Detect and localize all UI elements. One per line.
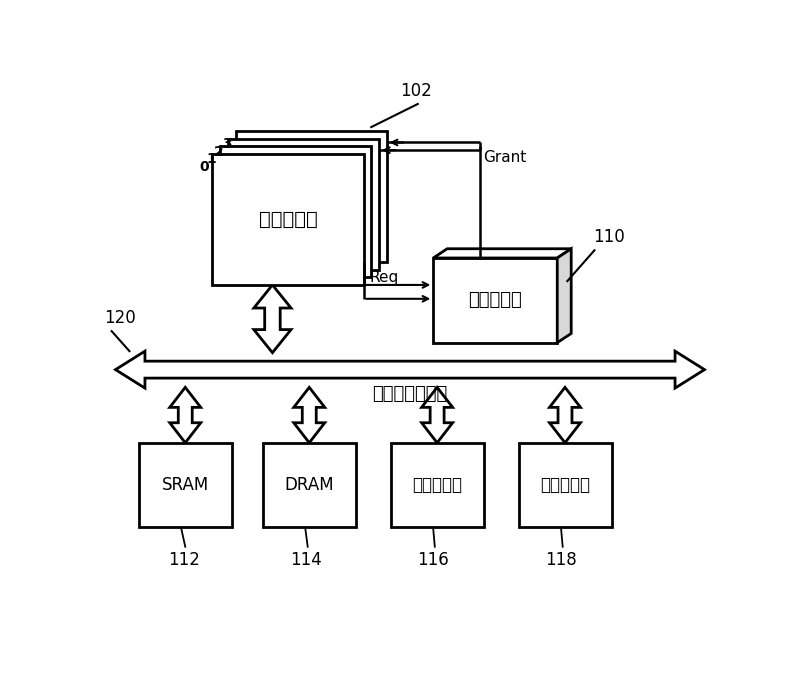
Text: 120: 120 (104, 309, 136, 328)
Polygon shape (170, 388, 201, 443)
Text: 112: 112 (168, 551, 200, 569)
Polygon shape (422, 388, 453, 443)
Text: DRAM: DRAM (285, 476, 334, 494)
Text: Req: Req (370, 270, 399, 284)
Bar (212, 154, 363, 285)
Text: 102: 102 (400, 82, 432, 100)
Text: 0: 0 (199, 160, 209, 174)
Polygon shape (434, 249, 571, 258)
Text: 加解密鉴权: 加解密鉴权 (412, 476, 462, 494)
Text: 全局仲裁器: 全局仲裁器 (468, 291, 522, 309)
Text: 3: 3 (222, 137, 232, 151)
Text: 包处理元件: 包处理元件 (258, 210, 318, 229)
Text: 118: 118 (546, 551, 577, 569)
Bar (518, 443, 611, 528)
Polygon shape (294, 388, 325, 443)
Bar (262, 443, 356, 528)
Bar (236, 131, 386, 262)
Text: 2: 2 (214, 145, 224, 159)
Text: 116: 116 (418, 551, 449, 569)
Text: 110: 110 (593, 228, 625, 247)
Bar (228, 139, 379, 270)
Bar (220, 146, 371, 277)
Bar (138, 443, 232, 528)
Polygon shape (115, 351, 705, 388)
Bar (390, 443, 484, 528)
Text: 1: 1 (206, 152, 216, 166)
Polygon shape (254, 285, 291, 353)
Text: 114: 114 (290, 551, 322, 569)
Text: SRAM: SRAM (162, 476, 209, 494)
Bar (434, 258, 558, 342)
Text: 命令、数据总线: 命令、数据总线 (372, 386, 448, 403)
Text: Grant: Grant (484, 150, 527, 165)
Polygon shape (558, 249, 571, 342)
Text: 数据流接口: 数据流接口 (540, 476, 590, 494)
Polygon shape (550, 388, 581, 443)
